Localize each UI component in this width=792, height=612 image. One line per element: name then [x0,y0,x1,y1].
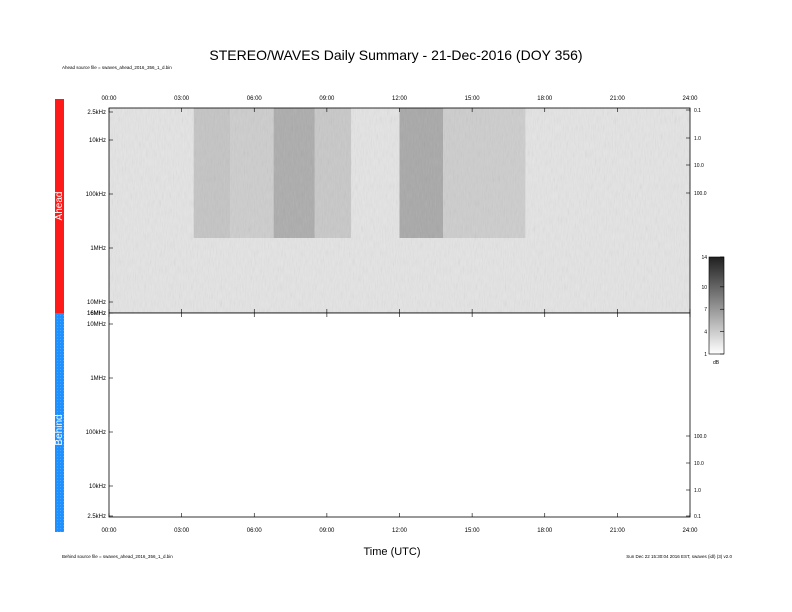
ahead-panel: 00:00 03:00 06:00 09:00 12:00 15:00 18:00 21:00… [86,96,707,317]
x-axis-label: Time (UTC) [363,546,420,558]
x-tick-label: 18:00 [537,528,553,534]
y-tick-label-right: 1.0 [694,488,701,494]
behind-side-bar [55,313,64,532]
y-tick-label-right: 0.1 [694,514,701,520]
x-tick-label: 12:00 [392,96,408,102]
footer-info: Sun Dec 22 15:30:04 2016 EST, swaves (id… [626,554,732,559]
ahead-y-ticks: 2.5kHz 10kHz 100kHz 1MHz 10MHz 16MHz 0.1 1.0 10.… [86,108,707,317]
x-tick-label: 12:00 [392,528,408,534]
colorbar-tick-label: 14 [701,255,707,261]
x-tick-label: 03:00 [174,528,190,534]
colorbar-ticks: 14 10 7 4 1 [701,255,724,358]
x-tick-label: 24:00 [682,96,698,102]
behind-y-ticks: 16MHz 10MHz 1MHz 100kHz 10kHz 2.5kHz 100.0 10.0… [86,311,707,520]
colorbar-tick-label: 1 [704,352,707,358]
ahead-panel-label: Ahead [54,192,65,221]
y-tick-label: 100kHz [86,192,106,198]
y-tick-label: 10MHz [87,322,106,328]
colorbar-tick-label: 4 [704,330,707,336]
x-tick-label: 03:00 [174,96,190,102]
x-tick-label: 18:00 [537,96,553,102]
y-tick-label: 10MHz [87,300,106,306]
colorbar-gradient [708,256,725,355]
ahead-side-bar [55,99,64,313]
x-tick-label: 00:00 [101,96,117,102]
y-tick-label-right: 10.0 [694,163,704,169]
colorbar-tick-label: 7 [704,307,707,313]
colorbar-tick-label: 10 [701,285,707,291]
behind-panel-label: Behind [54,414,65,445]
y-tick-label: 1MHz [90,246,106,252]
behind-panel: 00:00 03:00 06:00 09:00 12:00 15:00 18:00 21:00… [86,311,707,534]
ahead-source-line: Ahead source file = swaves_ahead_2016_35… [62,65,172,70]
y-tick-label: 16MHz [87,311,106,317]
colorbar: 14 10 7 4 1 dB [701,255,725,366]
y-tick-label: 10kHz [89,138,106,144]
x-tick-label: 21:00 [610,528,626,534]
ahead-spectrogram-noise [109,108,690,313]
y-tick-label-right: 100.0 [694,191,707,197]
y-tick-label: 2.5kHz [87,514,106,520]
y-tick-label: 100kHz [86,430,106,436]
x-tick-label: 09:00 [319,96,335,102]
page-title: STEREO/WAVES Daily Summary - 21-Dec-2016… [209,47,582,63]
behind-x-ticks: 00:00 03:00 06:00 09:00 12:00 15:00 18:00 21:00… [101,313,698,534]
y-tick-label: 16MHz [87,311,106,317]
x-tick-label: 24:00 [682,528,698,534]
x-tick-label: 15:00 [465,528,481,534]
x-tick-label: 06:00 [247,96,263,102]
x-tick-label: 15:00 [465,96,481,102]
x-tick-label: 21:00 [610,96,626,102]
behind-source-line: Behind source file = swaves_ahead_2016_3… [62,554,173,559]
y-tick-label: 10kHz [89,484,106,490]
x-tick-label: 09:00 [319,528,335,534]
y-tick-label: 1MHz [90,376,106,382]
ahead-x-ticks: 00:00 03:00 06:00 09:00 12:00 15:00 18:00 21:00… [101,96,698,313]
x-tick-label: 00:00 [101,528,117,534]
y-tick-label-right: 0.1 [694,108,701,114]
y-tick-label: 2.5kHz [87,110,106,116]
colorbar-unit: dB [713,360,720,366]
x-tick-label: 06:00 [247,528,263,534]
y-tick-label-right: 100.0 [694,434,707,440]
y-tick-label-right: 10.0 [694,461,704,467]
behind-panel-frame [108,312,691,518]
y-tick-label-right: 1.0 [694,136,701,142]
